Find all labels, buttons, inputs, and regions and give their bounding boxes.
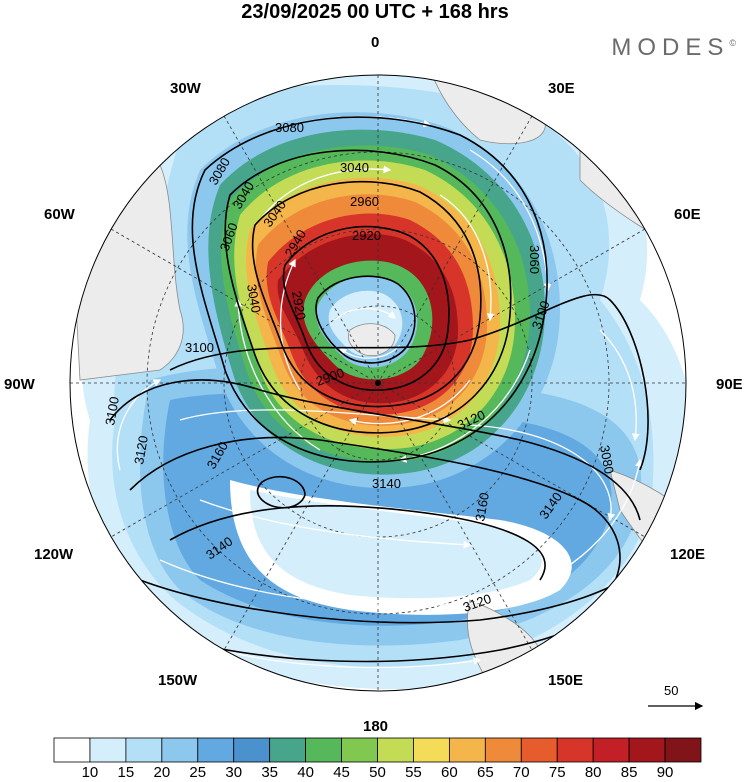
contour-label: 3160 — [472, 491, 492, 522]
contour-label: 2920 — [289, 290, 309, 321]
colorbar-swatch — [53, 737, 91, 763]
lon-label-0: 0 — [371, 34, 380, 51]
colorbar-tick-label: 30 — [225, 764, 243, 781]
lon-label-30w: 30W — [170, 80, 201, 97]
lon-label-150w: 150W — [158, 672, 198, 689]
contour-label: 2960 — [350, 194, 379, 209]
colorbar-tick-label: 65 — [476, 764, 494, 781]
contour-label: 3040 — [244, 283, 264, 314]
colorbar-swatch — [556, 737, 594, 763]
colorbar-tick-label: 50 — [369, 764, 386, 781]
colorbar-tick-label: 40 — [297, 764, 314, 781]
lon-label-180: 180 — [363, 718, 389, 735]
colorbar-tick-label: 20 — [153, 764, 171, 781]
contour-label: 3080 — [275, 120, 304, 135]
colorbar-tick-label: 55 — [405, 764, 422, 781]
colorbar — [53, 737, 702, 763]
geopotential-contours — [109, 116, 651, 663]
pole-marker — [375, 380, 381, 386]
colorbar-swatch — [161, 737, 199, 763]
lon-label-120w: 120W — [34, 546, 74, 563]
contour-label: 3120 — [131, 434, 151, 465]
lon-label-90e: 90E — [716, 376, 743, 393]
lon-label-60w: 60W — [44, 206, 75, 223]
colorbar-tick-label: 90 — [656, 764, 674, 781]
map-boundary — [69, 74, 687, 692]
colorbar-swatch — [448, 737, 486, 763]
map-disc-content: 3080 3080 3040 3040 2960 3040 3060 2920 … — [70, 75, 686, 691]
contour-label: 3080 — [597, 444, 617, 475]
reference-vector-label: 50 — [664, 683, 679, 698]
contour-label: 3040 — [340, 160, 369, 175]
lon-label-60e: 60E — [674, 206, 701, 223]
colorbar-swatch — [520, 737, 558, 763]
contour-label: 2920 — [352, 228, 381, 243]
colorbar-swatch — [233, 737, 271, 763]
brand-logo: MODES© — [611, 34, 736, 62]
colorbar-tick-label: 75 — [548, 764, 566, 781]
colorbar-swatch — [269, 737, 307, 763]
colorbar-swatch — [125, 737, 163, 763]
lon-label-30e: 30E — [548, 80, 575, 97]
wind-speed-shading — [81, 75, 686, 690]
colorbar-tick-label: 45 — [333, 764, 350, 781]
colorbar-swatch — [341, 737, 378, 763]
brand-name: MODES — [611, 34, 730, 61]
colorbar-swatch — [592, 737, 630, 763]
contour-label: 3140 — [372, 476, 401, 491]
map-title: 23/09/2025 00 UTC + 168 hrs — [241, 1, 509, 23]
contour-label: 3100 — [102, 395, 122, 426]
colorbar-tick-label: 60 — [441, 764, 458, 781]
colorbar-tick-label: 15 — [117, 764, 135, 781]
colorbar-swatch — [664, 737, 702, 763]
brand-mark: © — [729, 38, 736, 48]
colorbar-tick-label: 70 — [512, 764, 530, 781]
colorbar-swatch — [305, 737, 342, 763]
colorbar-tick-label: 80 — [584, 764, 602, 781]
contour-label: 3060 — [527, 245, 542, 274]
colorbar-tick-label: 35 — [261, 764, 278, 781]
colorbar-swatch — [628, 737, 666, 763]
colorbar-swatch — [89, 737, 127, 763]
colorbar-swatch — [484, 737, 522, 763]
colorbar-tick-label: 10 — [81, 764, 99, 781]
lon-label-120e: 120E — [670, 546, 706, 563]
lon-label-150e: 150E — [548, 672, 584, 689]
contour-label: 3100 — [185, 340, 214, 355]
colorbar-tick-label: 25 — [189, 764, 207, 781]
colorbar-swatch — [413, 737, 450, 763]
colorbar-swatch — [377, 737, 414, 763]
colorbar-tick-label: 85 — [620, 764, 638, 781]
colorbar-swatch — [197, 737, 235, 763]
lon-label-90w: 90W — [4, 376, 35, 393]
